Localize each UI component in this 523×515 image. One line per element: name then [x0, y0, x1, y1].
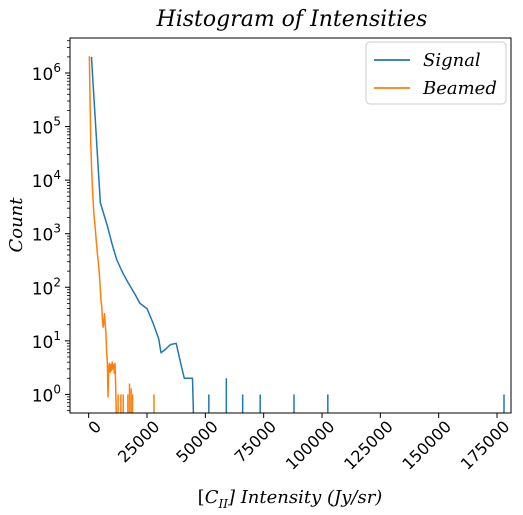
x-tick-label: 150000	[398, 417, 455, 474]
legend: Signal Beamed	[365, 41, 507, 105]
x-tick-label: 75000	[231, 417, 280, 466]
x-tick-label: 175000	[457, 417, 514, 474]
x-tick-label: 25000	[114, 417, 163, 466]
y-tick-label: 102	[32, 275, 61, 299]
y-tick-label: 100	[32, 382, 61, 406]
y-tick-label: 104	[32, 168, 61, 192]
x-axis-label: [CII] Intensity (Jy/sr)	[198, 487, 383, 511]
y-axis-label: Count	[6, 197, 27, 253]
x-tick-label: 125000	[340, 417, 397, 474]
legend-label: Signal	[423, 50, 481, 71]
legend-label: Beamed	[422, 78, 497, 99]
y-tick-label: 103	[32, 222, 61, 246]
x-tick-label: 100000	[282, 417, 339, 474]
y-tick-label: 106	[32, 61, 61, 85]
series-line-signal	[90, 56, 195, 413]
x-tick-label: 50000	[172, 417, 221, 466]
y-tick-label: 101	[32, 329, 61, 353]
chart-title: Histogram of Intensities	[156, 7, 428, 32]
plot-area	[69, 37, 512, 414]
x-tick-label: 0	[84, 417, 105, 438]
y-tick-label: 105	[32, 115, 61, 139]
series-line-beamed	[88, 56, 117, 413]
